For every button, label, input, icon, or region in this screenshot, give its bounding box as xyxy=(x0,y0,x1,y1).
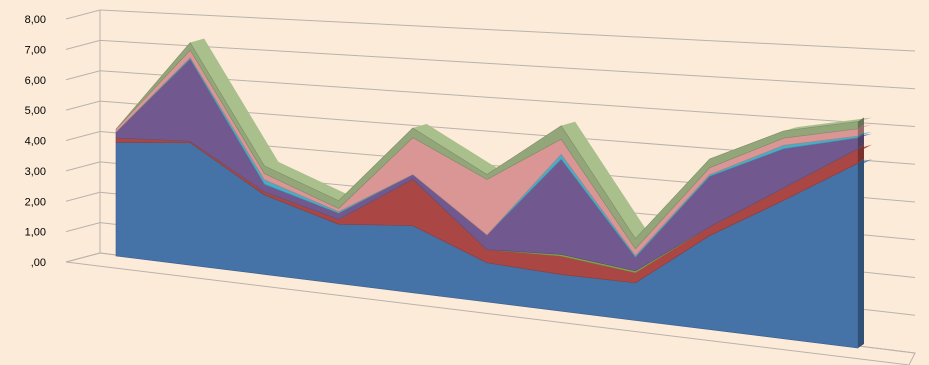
y-tick-label: 1,00 xyxy=(25,227,46,239)
gridline-side xyxy=(65,161,101,172)
y-tick-label: ,00 xyxy=(31,257,46,269)
area-top-face xyxy=(412,124,501,175)
area-side-face xyxy=(858,131,864,138)
gridline-side xyxy=(65,131,101,141)
y-tick-label: 8,00 xyxy=(25,14,46,26)
gridline-side xyxy=(65,252,101,263)
area-side-face xyxy=(858,133,864,149)
y-tick-label: 2,00 xyxy=(25,196,46,208)
gridline-side xyxy=(65,70,101,81)
y-tick-label: 5,00 xyxy=(25,105,46,117)
plot-area xyxy=(115,38,872,349)
area-side-face xyxy=(858,117,864,129)
gridline-side xyxy=(65,222,101,233)
y-axis-tick-labels: ,00 1,00 2,00 3,00 4,00 5,00 6,00 7,00 8,00 xyxy=(25,14,46,269)
area-top-face xyxy=(190,38,279,166)
gridline xyxy=(99,39,916,90)
gridline-side xyxy=(65,39,101,50)
area-top-face xyxy=(561,121,650,239)
gridline-side xyxy=(65,191,101,202)
gridline-side xyxy=(65,9,101,20)
gridline xyxy=(99,9,916,52)
area-top-face xyxy=(783,117,872,131)
y-tick-label: 3,00 xyxy=(25,166,46,178)
area-side-face xyxy=(858,124,864,136)
y-tick-label: 4,00 xyxy=(25,136,46,148)
area-side-face xyxy=(858,144,864,164)
gridline xyxy=(99,70,916,127)
gridline-side xyxy=(65,100,101,111)
y-tick-label: 6,00 xyxy=(25,75,46,87)
area-top-face xyxy=(264,161,353,201)
area-side-face xyxy=(858,159,864,348)
y-tick-label: 7,00 xyxy=(25,44,46,56)
